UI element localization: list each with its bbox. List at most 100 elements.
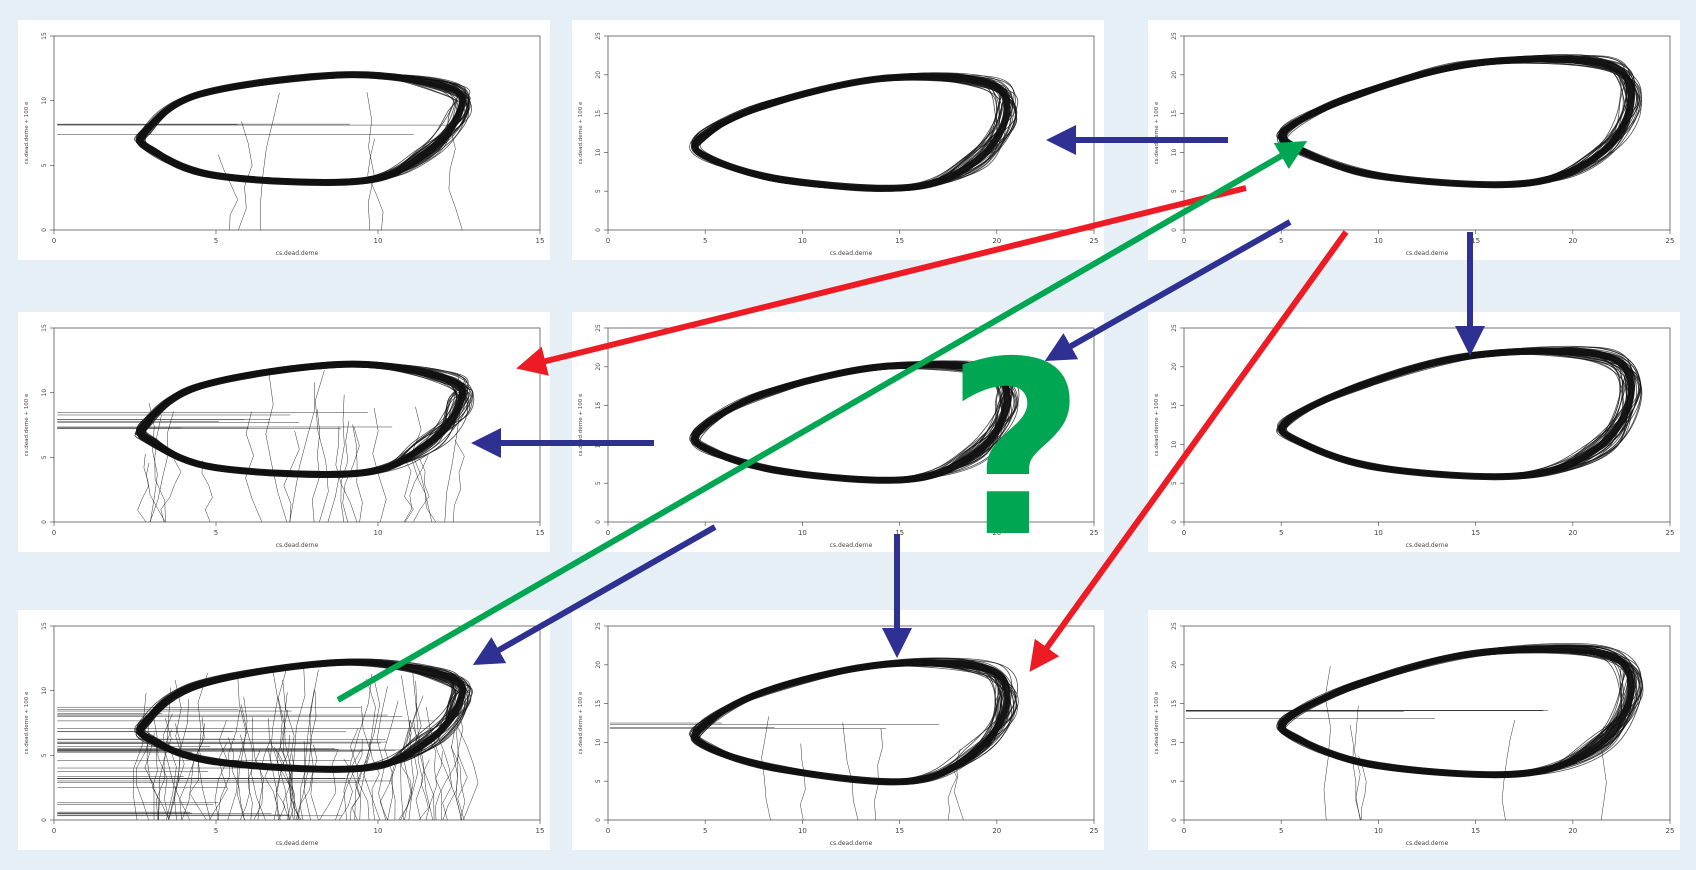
y-axis-label: cs.dead.derne + 100 e (1154, 393, 1160, 456)
artifact-vtrace (350, 727, 370, 820)
x-tick-label: 0 (606, 237, 610, 245)
artifact-vtrace (379, 730, 409, 820)
y-tick-label: 25 (595, 622, 602, 630)
artifact-vtrace (245, 411, 263, 522)
y-axis-label: cs.dead.derne + 100 e (578, 101, 584, 164)
artifact-vtrace (435, 754, 460, 820)
x-tick-label: 20 (1568, 237, 1577, 245)
x-tick-label: 15 (536, 237, 545, 245)
x-tick-label: 0 (52, 529, 56, 537)
artifact-vtrace (137, 462, 150, 522)
artifact-vtrace (411, 406, 433, 522)
x-tick-label: 0 (1182, 827, 1186, 835)
artifact-vtrace (367, 138, 384, 230)
y-tick-label: 5 (41, 163, 48, 167)
artifact-vtrace (413, 458, 430, 522)
x-tick-label: 25 (1090, 237, 1099, 245)
artifact-vtrace (253, 738, 271, 820)
chart-panel-9: 0 5 10 15 20 25 0 5 10 15 20 25 cs.dead.derne cs.dead… (1148, 610, 1680, 850)
artifact-vtrace (260, 92, 280, 230)
x-tick-label: 5 (703, 827, 707, 835)
artifact-vtrace (217, 154, 238, 230)
artifact-vtrace (319, 750, 338, 820)
trajectory-core (691, 73, 1011, 192)
artifact-vtrace (361, 705, 381, 820)
y-tick-label: 15 (1171, 110, 1178, 118)
artifact-vtrace (197, 673, 211, 820)
x-tick-label: 25 (1666, 827, 1675, 835)
y-tick-label: 0 (1171, 228, 1178, 232)
trajectory-loop (134, 658, 473, 773)
panels-layer: 0 5 10 15 0 5 10 15 cs.dead.derne cs.dead.derne +… (18, 20, 1680, 850)
y-tick-label: 20 (1171, 363, 1178, 371)
trajectory-core (136, 658, 467, 773)
panel-background (18, 610, 550, 850)
y-tick-label: 0 (1171, 520, 1178, 524)
artifact-vtrace (295, 689, 315, 820)
x-tick-label: 25 (1666, 237, 1675, 245)
plot-frame (53, 35, 541, 231)
plot-area (1185, 643, 1644, 820)
x-tick-label: 10 (798, 827, 807, 835)
y-tick-label: 0 (41, 818, 48, 822)
y-tick-label: 15 (41, 32, 48, 40)
artifact-vtrace (315, 370, 329, 522)
x-tick-label: 5 (703, 237, 707, 245)
artifact-vtrace (227, 737, 245, 820)
x-tick-label: 15 (536, 827, 545, 835)
y-tick-label: 10 (1171, 738, 1178, 746)
x-tick-label: 0 (52, 237, 56, 245)
artifact-vtrace (291, 664, 306, 820)
x-tick-label: 0 (1182, 237, 1186, 245)
artifact-vtrace (842, 722, 859, 820)
x-tick-label: 15 (895, 529, 904, 537)
plot-area (57, 360, 475, 522)
x-tick-label: 15 (895, 237, 904, 245)
chart-panel-3: 0 5 10 15 20 25 0 5 10 15 20 25 cs.dead.derne cs.dead… (1148, 20, 1680, 260)
artifact-vtrace (136, 732, 150, 820)
x-axis-label: cs.dead.derne (1406, 542, 1449, 549)
y-axis-label: cs.dead.derne + 100 e (24, 691, 30, 754)
trajectory-loop (689, 657, 1019, 786)
plot-frame (607, 625, 1095, 821)
x-tick-label: 25 (1090, 827, 1099, 835)
trajectory-loop (134, 71, 472, 186)
artifact-vtrace (366, 92, 375, 230)
artifact-vtrace (372, 407, 387, 522)
artifact-vtrace (413, 695, 435, 820)
artifact-vtrace (303, 669, 319, 820)
artifact-vtrace (179, 716, 205, 820)
x-axis-label: cs.dead.derne (1406, 840, 1449, 847)
artifact-traces (57, 92, 463, 230)
artifact-vtrace (153, 715, 170, 820)
x-tick-label: 0 (52, 827, 56, 835)
artifact-vtrace (436, 734, 452, 820)
y-tick-label: 5 (41, 455, 48, 459)
y-tick-label: 10 (595, 148, 602, 156)
artifact-vtrace (201, 460, 213, 522)
arrow-blue-panel-5-to-panel-7 (472, 524, 717, 665)
plot-frame (53, 327, 541, 523)
trajectory-loop (1276, 54, 1643, 189)
y-tick-label: 15 (1171, 402, 1178, 410)
x-tick-label: 5 (1279, 529, 1283, 537)
trajectory-loop (1276, 643, 1644, 779)
x-tick-label: 20 (992, 237, 1001, 245)
trajectory-core (136, 71, 467, 186)
chart-panel-7: 0 5 10 15 0 5 10 15 cs.dead.derne cs.dead.derne +… (18, 610, 550, 850)
y-axis-label: cs.dead.derne + 100 e (1154, 101, 1160, 164)
x-tick-label: 25 (1666, 529, 1675, 537)
artifact-vtrace (154, 415, 166, 522)
artifact-vtrace (418, 759, 430, 820)
y-axis-label: cs.dead.derne + 100 e (1154, 691, 1160, 754)
trajectory-loop (689, 72, 1019, 192)
panel-background (572, 20, 1104, 260)
x-tick-label: 25 (1090, 529, 1099, 537)
y-axis-label: cs.dead.derne + 100 e (24, 101, 30, 164)
plot-area (689, 72, 1019, 192)
artifact-vtrace (149, 411, 174, 522)
plot-area (1276, 54, 1643, 189)
question-mark: ? (946, 310, 1086, 590)
artifact-vtrace (408, 702, 422, 820)
